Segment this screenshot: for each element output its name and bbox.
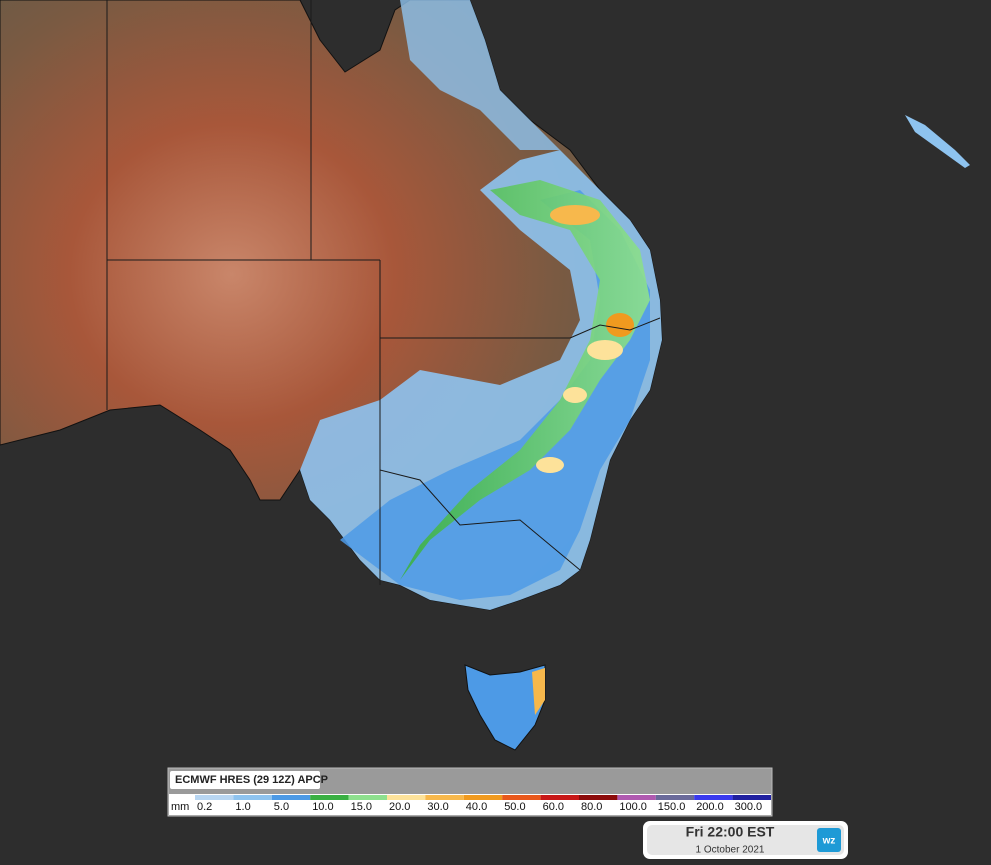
- legend-label: 200.0: [696, 801, 724, 813]
- legend-label: 40.0: [466, 801, 487, 813]
- legend-label: 50.0: [504, 801, 525, 813]
- legend-title: ECMWF HRES (29 12Z) APCP: [175, 774, 328, 786]
- rain-spot: [606, 313, 634, 337]
- legend-swatch: [540, 795, 579, 800]
- legend-swatch: [425, 795, 464, 800]
- rain-spot: [536, 457, 564, 473]
- legend-label: 1.0: [235, 801, 250, 813]
- time: Fri 22:00 EST: [686, 824, 775, 840]
- date: 1 October 2021: [696, 845, 765, 856]
- legend-label: 5.0: [274, 801, 289, 813]
- legend-swatch: [655, 795, 695, 800]
- legend-label: 80.0: [581, 801, 602, 813]
- logo: [817, 828, 841, 852]
- state-borders: [106, 0, 661, 585]
- legend-swatch: [348, 795, 387, 800]
- legend-label: 20.0: [389, 801, 410, 813]
- rain-spot: [550, 205, 600, 225]
- legend-label: 0.2: [197, 801, 212, 813]
- legend-swatch: [310, 795, 349, 800]
- tasmania-rain: [532, 668, 545, 715]
- rain-north: [400, 0, 560, 150]
- legend-label: 15.0: [351, 801, 372, 813]
- legend-label: 150.0: [658, 801, 686, 813]
- legend-label: 300.0: [735, 801, 763, 813]
- legend-swatch: [617, 795, 656, 800]
- rain-heavy: [400, 180, 650, 580]
- legend-swatch: [387, 795, 426, 800]
- legend-label: 10.0: [312, 801, 333, 813]
- rain-spot: [587, 340, 623, 360]
- rain-spot: [563, 387, 587, 403]
- legend-swatch: [579, 795, 618, 800]
- logo-text: wz: [822, 836, 836, 847]
- legend-swatch: [271, 795, 311, 800]
- new-caledonia: [905, 115, 970, 168]
- legend-title-box: [170, 771, 320, 789]
- legend-unit: mm: [171, 801, 189, 813]
- rain-medium: [340, 190, 650, 600]
- legend-swatch: [195, 795, 234, 800]
- legend-swatch: [233, 795, 272, 800]
- legend-swatch: [694, 795, 733, 800]
- tasmania: [464, 664, 546, 751]
- legend-swatch: [463, 795, 503, 800]
- legend-label: 100.0: [619, 801, 647, 813]
- legend-swatch: [502, 795, 541, 800]
- legend-label: 30.0: [427, 801, 448, 813]
- legend-label: 60.0: [543, 801, 564, 813]
- timestamp-inner: [647, 825, 844, 855]
- legend-swatch: [732, 795, 771, 800]
